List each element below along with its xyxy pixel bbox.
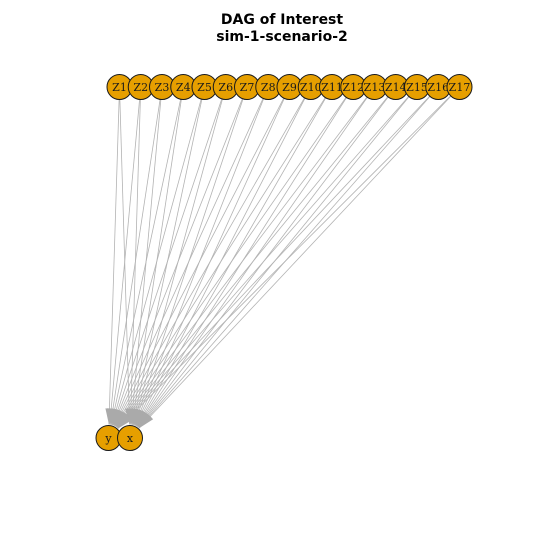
node-label: Z17 <box>449 81 471 94</box>
node-label: Z12 <box>342 81 364 94</box>
edge-Z9-y <box>114 97 285 427</box>
source-node-z16: Z16 <box>425 74 452 100</box>
target-node-y: y <box>95 425 122 451</box>
edge-Z15-y <box>117 96 410 429</box>
node-label: Z4 <box>176 81 191 94</box>
source-node-z6: Z6 <box>212 74 239 100</box>
node-label: y <box>104 432 112 445</box>
source-node-z10: Z10 <box>297 74 324 100</box>
node-label: Z14 <box>385 81 407 94</box>
edge-Z13-y <box>116 96 368 428</box>
node-label: Z15 <box>406 81 428 94</box>
node-label: Z11 <box>321 81 343 94</box>
edge-Z1-y <box>108 99 120 425</box>
edges-layer <box>108 95 452 429</box>
nodes-layer: Z1 Z2 Z3 Z4 Z5 Z6 Z7 Z8 Z9 Z10 Z11 Z12 Z13 Z14 Z15 Z16 Z… <box>95 74 473 451</box>
node-label: Z13 <box>364 81 386 94</box>
target-node-x: x <box>117 425 143 451</box>
edge-Z11-y <box>115 97 326 427</box>
source-node-z9: Z9 <box>276 74 303 100</box>
arrowheads-layer <box>105 408 154 429</box>
node-label: Z7 <box>240 81 255 94</box>
edge-Z7-y <box>113 98 243 426</box>
edge-Z3-y <box>110 99 161 425</box>
arrowhead-Z17-x <box>139 413 154 429</box>
edge-Z2-y <box>109 99 141 425</box>
arrowhead-Z17-y <box>118 414 133 429</box>
diagram-title: DAG of Interest sim-1-scenario-2 <box>0 12 540 46</box>
edge-Z5-y <box>111 98 202 426</box>
source-node-z1: Z1 <box>106 74 133 100</box>
title-line-1: DAG of Interest <box>220 12 344 28</box>
source-node-z13: Z13 <box>361 74 388 100</box>
node-label: Z1 <box>112 81 127 94</box>
edge-Z4-y <box>110 99 182 425</box>
node-label: Z6 <box>218 81 233 94</box>
node-circle <box>117 425 143 451</box>
edge-Z12-y <box>115 97 347 428</box>
node-label: Z16 <box>427 81 449 94</box>
source-node-z7: Z7 <box>234 74 260 100</box>
edge-Z6-y <box>112 98 223 426</box>
node-label: Z5 <box>197 81 212 94</box>
node-circle <box>446 74 473 100</box>
source-node-z15: Z15 <box>404 74 430 100</box>
source-node-z14: Z14 <box>382 74 409 100</box>
edge-Z8-y <box>113 98 264 426</box>
edge-Z10-y <box>114 97 305 427</box>
node-label: Z2 <box>133 81 148 94</box>
title-line-2: sim-1-scenario-2 <box>216 29 348 45</box>
node-label: Z9 <box>282 81 297 94</box>
source-node-z17: Z17 <box>446 74 473 100</box>
edge-Z14-y <box>116 96 389 428</box>
node-label: x <box>127 432 134 445</box>
edge-Z17-x <box>138 95 452 429</box>
source-node-z12: Z12 <box>340 74 367 100</box>
source-node-z2: Z2 <box>127 74 154 100</box>
edge-Z16-y <box>117 95 430 429</box>
node-label: Z3 <box>155 81 170 94</box>
edge-Z17-y <box>117 95 451 429</box>
node-label: Z10 <box>300 81 322 94</box>
node-label: Z8 <box>261 81 276 94</box>
